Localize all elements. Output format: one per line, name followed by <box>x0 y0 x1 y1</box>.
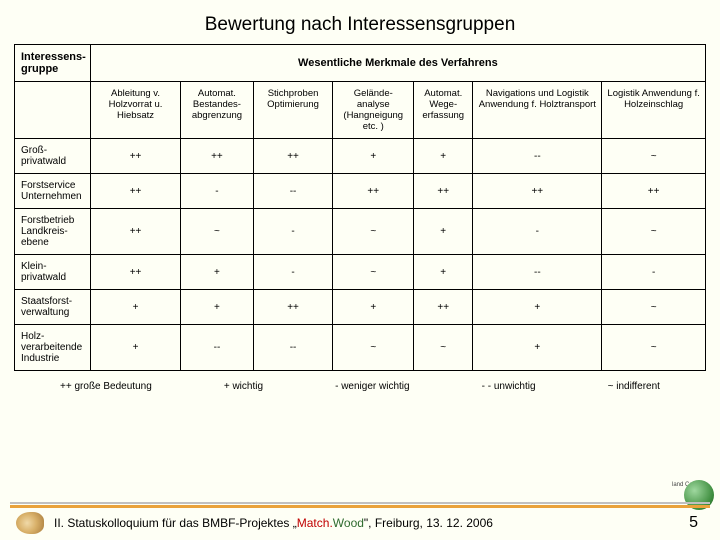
header-span: Wesentliche Merkmale des Verfahrens <box>90 45 705 82</box>
cell: -- <box>253 174 333 209</box>
col-head-0: Ableitung v. Holzvorrat u. Hiebsatz <box>90 82 180 139</box>
cell: -- <box>473 255 602 290</box>
page-title: Bewertung nach Interessensgruppen <box>0 0 720 44</box>
col-head-3: Gelände-analyse (Hangneigungetc. ) <box>333 82 414 139</box>
cell: ++ <box>90 255 180 290</box>
legend-d: - - unwichtig <box>482 381 536 392</box>
legend: ++ große Bedeutung + wichtig - weniger w… <box>0 371 720 392</box>
cell: + <box>473 290 602 325</box>
cell: ~ <box>333 255 414 290</box>
footer-brand1: Match. <box>297 516 333 530</box>
cell: -- <box>473 139 602 174</box>
cell: ++ <box>90 209 180 255</box>
divider-grey <box>10 502 710 504</box>
table-row: Staatsforst-verwaltung++++++++~ <box>15 290 706 325</box>
cell: ~ <box>602 325 706 371</box>
cell: ~ <box>602 209 706 255</box>
row-label: Staatsforst-verwaltung <box>15 290 91 325</box>
legend-a: ++ große Bedeutung <box>60 381 152 392</box>
row-label: Klein-privatwald <box>15 255 91 290</box>
cell: ++ <box>90 139 180 174</box>
cell: - <box>253 209 333 255</box>
footer-text: II. Statuskolloquium für das BMBF-Projek… <box>54 516 689 530</box>
footer-prefix: II. Statuskolloquium für das BMBF-Projek… <box>54 516 297 530</box>
row-label: Forstbetrieb Landkreis-ebene <box>15 209 91 255</box>
cell: ~ <box>414 325 473 371</box>
col-head-5: Navigations und Logistik Anwendung f. Ho… <box>473 82 602 139</box>
table-row: Klein-privatwald+++-~+--- <box>15 255 706 290</box>
cell: ++ <box>333 174 414 209</box>
table-row: Forstservice Unternehmen++---++++++++ <box>15 174 706 209</box>
cell: ~ <box>333 209 414 255</box>
cell: ++ <box>414 290 473 325</box>
col-head-6: Logistik Anwendung f. Holzeinschlag <box>602 82 706 139</box>
cell: + <box>414 139 473 174</box>
cell: - <box>602 255 706 290</box>
table-row: Holz-verarbeitende Industrie+----~~+~ <box>15 325 706 371</box>
table-container: Interessens-gruppe Wesentliche Merkmale … <box>0 44 720 371</box>
legend-c: - weniger wichtig <box>335 381 409 392</box>
cell: ++ <box>90 174 180 209</box>
cell: - <box>181 174 253 209</box>
col-head-2: Stichproben Optimierung <box>253 82 333 139</box>
cell: ~ <box>602 139 706 174</box>
cell: + <box>333 290 414 325</box>
cell: + <box>414 255 473 290</box>
cell: - <box>253 255 333 290</box>
cell: + <box>181 255 253 290</box>
cell: ++ <box>473 174 602 209</box>
cell: + <box>90 290 180 325</box>
cell: ++ <box>414 174 473 209</box>
wood-icon <box>16 512 44 534</box>
cell: ++ <box>253 139 333 174</box>
cell: ~ <box>333 325 414 371</box>
page-number: 5 <box>689 514 704 532</box>
cell: - <box>473 209 602 255</box>
cell: -- <box>181 325 253 371</box>
row-label: Holz-verarbeitende Industrie <box>15 325 91 371</box>
table-row: Groß-privatwald++++++++--~ <box>15 139 706 174</box>
legend-b: + wichtig <box>224 381 263 392</box>
cell: + <box>473 325 602 371</box>
evaluation-table: Interessens-gruppe Wesentliche Merkmale … <box>14 44 706 371</box>
footer-suffix: ", Freiburg, 13. 12. 2006 <box>364 516 493 530</box>
cell: ++ <box>253 290 333 325</box>
cell: + <box>414 209 473 255</box>
col-blank <box>15 82 91 139</box>
col-head-4: Automat. Wege-erfassung <box>414 82 473 139</box>
footer-brand2: Wood <box>333 516 364 530</box>
legend-e: ~ indifferent <box>608 381 660 392</box>
table-row: Forstbetrieb Landkreis-ebene++~-~+-~ <box>15 209 706 255</box>
cell: ++ <box>602 174 706 209</box>
cell: ~ <box>181 209 253 255</box>
row-label: Groß-privatwald <box>15 139 91 174</box>
col-head-1: Automat. Bestandes-abgrenzung <box>181 82 253 139</box>
cell: -- <box>253 325 333 371</box>
cell: + <box>181 290 253 325</box>
cell: + <box>90 325 180 371</box>
cell: + <box>333 139 414 174</box>
header-left: Interessens-gruppe <box>15 45 91 82</box>
cell: ++ <box>181 139 253 174</box>
footer: II. Statuskolloquium für das BMBF-Projek… <box>0 502 720 540</box>
cell: ~ <box>602 290 706 325</box>
row-label: Forstservice Unternehmen <box>15 174 91 209</box>
